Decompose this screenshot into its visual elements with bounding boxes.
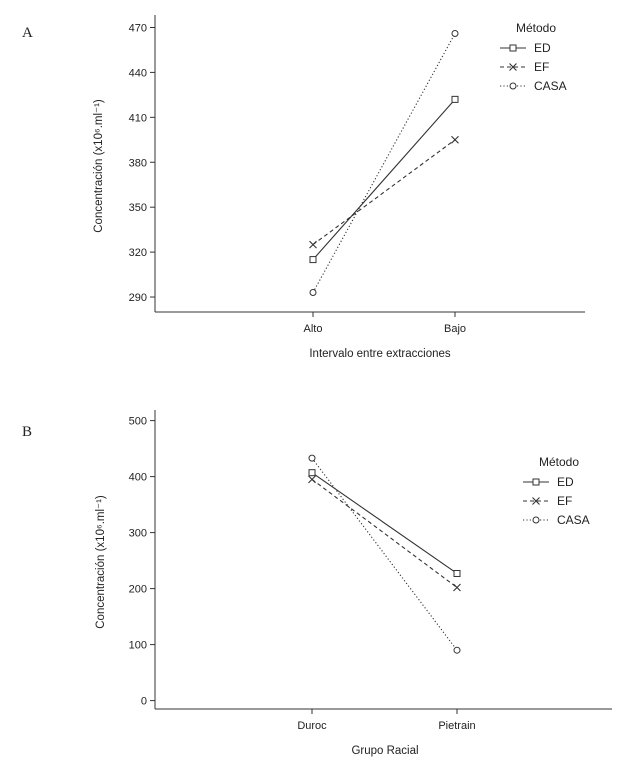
chart-b-data-point	[453, 583, 461, 592]
chart-a-series-casa	[309, 29, 459, 297]
chart-panel-b: B 0 100 200 300 400 500 Duroc Pietrain Grupo Raci…	[22, 410, 612, 757]
chart-a-legend-title: Método	[516, 21, 556, 35]
chart-b-y-tick-label: 0	[141, 696, 147, 708]
chart-a-legend-marker	[509, 63, 517, 71]
chart-a-legend-label: CASA	[534, 79, 567, 93]
chart-a-data-point	[309, 256, 317, 264]
chart-a-series-ed	[309, 95, 459, 264]
chart-a-data-point	[309, 240, 317, 249]
chart-a-series-ef	[309, 135, 459, 249]
chart-a-x-axis-title: Intervalo entre extracciones	[309, 348, 451, 360]
chart-b-legend-label: EF	[557, 494, 572, 508]
chart-a-legend-marker	[509, 82, 517, 90]
chart-a-panel-letter: A	[22, 25, 33, 41]
chart-b-data-point	[308, 475, 316, 484]
chart-a-series-line	[312, 33, 456, 293]
chart-a-series-line	[312, 98, 456, 260]
chart-a-legend-label: EF	[534, 60, 549, 74]
chart-a-y-tick-label: 320	[129, 247, 147, 259]
chart-b-data-point	[453, 569, 461, 577]
chart-b-legend-label: ED	[557, 475, 574, 489]
chart-b-y-axis-title: Concentración (x10⁶.ml⁻¹)	[95, 495, 107, 629]
chart-b-y-tick-label: 200	[129, 584, 147, 596]
chart-b-data-point	[453, 646, 461, 654]
chart-a-data-point	[451, 29, 459, 37]
chart-b-x-tick-label: Pietrain	[438, 720, 475, 732]
chart-b-panel-letter: B	[22, 424, 32, 440]
chart-a-legend-label: ED	[534, 41, 551, 55]
chart-a-y-tick-label: 290	[129, 292, 147, 304]
chart-b-y-tick-label: 400	[129, 472, 147, 484]
chart-b-series-line	[311, 472, 458, 574]
chart-a-x-tick-label: Alto	[304, 323, 323, 335]
chart-a-y-tick-label: 350	[129, 202, 147, 214]
chart-a-series-line	[312, 139, 456, 246]
chart-b-legend-marker	[532, 497, 540, 505]
chart-b-y-tick-label: 500	[129, 416, 147, 428]
chart-b-series-ed	[308, 469, 461, 577]
chart-a-y-axis-title: Concentración (x10⁶.ml⁻¹)	[93, 99, 105, 233]
chart-b-legend-title: Método	[539, 455, 579, 469]
chart-b-series-line	[311, 457, 458, 651]
chart-b-legend-marker	[532, 478, 540, 486]
chart-b-legend-label: CASA	[557, 513, 590, 527]
chart-a-y-tick-label: 410	[129, 112, 147, 124]
chart-a-y-tick-label: 470	[129, 22, 147, 34]
chart-a-y-tick-label: 440	[129, 67, 147, 79]
chart-a-y-tick-label: 380	[129, 157, 147, 169]
chart-b-series-ef	[308, 475, 461, 592]
chart-b-legend-marker	[532, 516, 540, 524]
chart-b-legend: Método ED EF CASA	[523, 455, 590, 527]
chart-b-x-tick-label: Duroc	[297, 720, 327, 732]
chart-panel-a: A 290 320 350 380 410 440 470 Alto Bajo Intervalo …	[22, 15, 585, 360]
chart-a-legend: Método ED EF CASA	[500, 21, 567, 93]
chart-a-legend-marker	[509, 44, 517, 52]
chart-a-data-point	[451, 135, 459, 144]
chart-b-series-casa	[308, 454, 461, 654]
chart-b-data-point	[308, 454, 316, 462]
chart-b-data-point	[308, 469, 316, 477]
chart-a-data-point	[451, 95, 459, 103]
chart-b-y-tick-label: 100	[129, 640, 147, 652]
chart-b-y-tick-label: 300	[129, 528, 147, 540]
chart-b-series-line	[311, 478, 458, 588]
chart-b-x-axis-title: Grupo Racial	[351, 745, 418, 757]
chart-a-data-point	[309, 289, 317, 297]
chart-a-x-tick-label: Bajo	[444, 323, 466, 335]
